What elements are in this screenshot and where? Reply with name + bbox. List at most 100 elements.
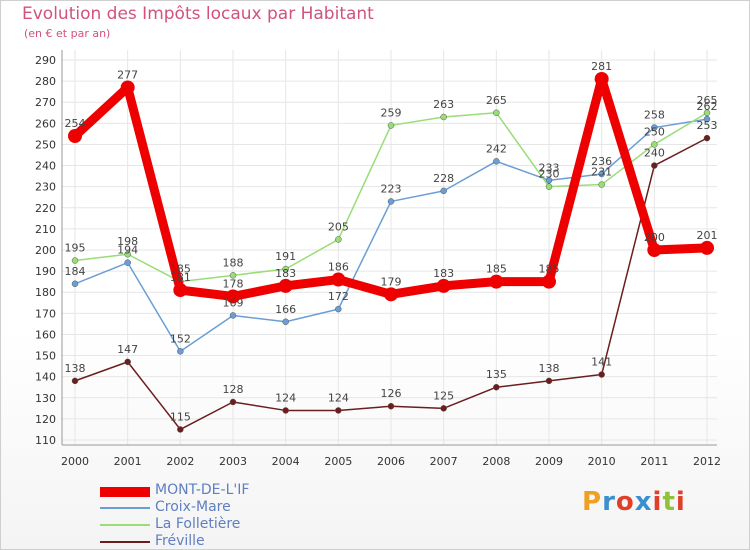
data-label: 198 — [117, 235, 138, 248]
data-point — [177, 348, 184, 355]
x-tick-label: 2003 — [219, 455, 247, 468]
x-tick-label: 2007 — [430, 455, 458, 468]
series-lines — [68, 72, 714, 433]
data-label: 263 — [433, 98, 454, 111]
data-point — [71, 257, 79, 264]
data-point — [71, 377, 79, 385]
y-tick-label: 120 — [35, 413, 56, 426]
data-point — [229, 272, 237, 279]
legend-swatch — [100, 524, 150, 526]
line-chart: 1101201301401501601701801902002102202302… — [35, 50, 721, 468]
y-tick-label: 230 — [35, 181, 56, 194]
y-tick-label: 160 — [35, 328, 56, 341]
y-tick-label: 260 — [35, 117, 56, 130]
data-label: 181 — [170, 271, 191, 284]
data-label: 185 — [170, 263, 191, 276]
data-label: 191 — [275, 250, 296, 263]
brand-letter: P — [582, 487, 603, 517]
y-tick-label: 180 — [35, 286, 56, 299]
data-point — [489, 274, 504, 289]
data-label: 230 — [539, 168, 560, 181]
y-tick-label: 290 — [35, 54, 56, 67]
brand-letter: r — [602, 487, 616, 517]
data-label: 166 — [275, 303, 296, 316]
y-tick-label: 200 — [35, 244, 56, 257]
legend-label: MONT-DE-L'IF — [155, 482, 250, 498]
x-tick-label: 2008 — [482, 455, 510, 468]
data-label: 195 — [65, 242, 86, 255]
data-point — [703, 115, 711, 123]
data-label: 242 — [486, 142, 507, 155]
data-label: 277 — [117, 68, 138, 81]
data-point — [598, 371, 605, 378]
data-point — [384, 287, 398, 302]
data-point — [545, 377, 553, 385]
x-tick-label: 2006 — [377, 455, 405, 468]
y-tick-label: 130 — [35, 392, 56, 405]
legend-swatch — [100, 541, 150, 543]
data-point — [545, 183, 553, 190]
data-labels: 138 147 115 128 124 124 126 125 135 138 141 240 253 1… — [65, 60, 718, 423]
data-point — [335, 305, 342, 313]
y-tick-label: 250 — [35, 138, 56, 151]
data-point — [226, 289, 240, 304]
data-point — [278, 278, 293, 293]
data-label: 265 — [697, 94, 718, 107]
data-label: 194 — [117, 244, 138, 257]
data-point — [436, 278, 451, 293]
y-tick-label: 190 — [35, 265, 56, 278]
data-label: 124 — [275, 391, 296, 404]
brand-letter: i — [652, 487, 663, 517]
data-label: 125 — [433, 389, 454, 402]
data-point — [440, 187, 447, 195]
data-point — [335, 407, 342, 414]
data-label: 138 — [65, 362, 86, 375]
data-point — [703, 134, 711, 142]
brand-letter: i — [675, 487, 686, 517]
data-point — [331, 272, 346, 287]
data-label: 185 — [486, 263, 507, 276]
x-tick-label: 2001 — [114, 455, 142, 468]
legend-label: La Folletière — [155, 516, 241, 532]
data-label: 185 — [539, 263, 560, 276]
legend-swatch — [100, 507, 150, 509]
data-label: 253 — [697, 119, 718, 132]
data-point — [594, 72, 609, 86]
legend-label: Croix-Mare — [155, 499, 231, 515]
y-tick-label: 270 — [35, 96, 56, 109]
data-point — [598, 181, 605, 188]
data-point — [120, 80, 135, 95]
data-label: 240 — [644, 147, 665, 160]
data-label: 233 — [539, 161, 560, 174]
data-point — [651, 141, 658, 148]
data-label: 169 — [223, 296, 244, 309]
data-label: 281 — [591, 60, 612, 73]
data-point — [700, 240, 714, 255]
data-label: 147 — [117, 343, 138, 356]
data-point — [282, 407, 289, 414]
data-point — [493, 109, 500, 117]
x-tick-label: 2004 — [272, 455, 300, 468]
data-point — [387, 402, 395, 410]
data-label: 262 — [697, 100, 718, 113]
data-point — [229, 398, 237, 406]
data-label: 128 — [223, 383, 244, 396]
data-label: 135 — [486, 368, 507, 381]
y-tick-label: 140 — [35, 371, 56, 384]
data-label: 259 — [381, 106, 402, 119]
data-point — [651, 162, 658, 169]
data-label: 183 — [433, 267, 454, 280]
y-tick-label: 240 — [35, 160, 56, 173]
legend-swatch — [100, 487, 150, 497]
data-label: 141 — [591, 356, 612, 369]
brand-letter: x — [634, 487, 653, 517]
data-point — [440, 113, 447, 121]
data-point — [124, 250, 131, 258]
data-label: 115 — [170, 410, 191, 423]
data-point — [282, 265, 289, 273]
data-label: 236 — [591, 155, 612, 168]
data-point — [493, 383, 500, 391]
data-label: 258 — [644, 109, 665, 122]
brand-logo: Proxiti — [582, 487, 686, 517]
data-point — [68, 129, 82, 143]
